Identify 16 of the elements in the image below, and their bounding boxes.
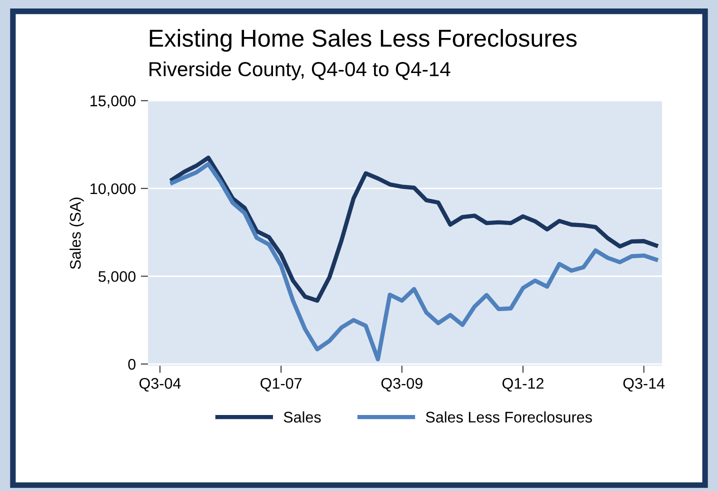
legend-label: Sales — [284, 411, 321, 423]
y-tick-label: 15,000 — [90, 96, 136, 108]
legend-label: Sales Less Foreclosures — [426, 411, 592, 423]
chart-subtitle: Riverside County, Q4-04 to Q4-14 — [150, 62, 450, 80]
y-tick-label: 5,000 — [98, 271, 136, 284]
y-axis-title: Sales (SA) — [70, 198, 84, 270]
x-tick-label: Q1-12 — [502, 378, 544, 392]
chart-title: Existing Home Sales Less Foreclosures — [150, 29, 577, 52]
y-tick-label: 0 — [128, 358, 136, 370]
x-tick-label: Q1-07 — [260, 378, 302, 392]
x-tick-label: Q3-04 — [139, 378, 181, 392]
line-series — [170, 156, 658, 303]
x-tick-label: Q3-09 — [381, 378, 422, 392]
line-series — [170, 162, 658, 362]
x-tick-label: Q3-14 — [623, 378, 665, 392]
y-tick-label: 10,000 — [90, 183, 136, 196]
